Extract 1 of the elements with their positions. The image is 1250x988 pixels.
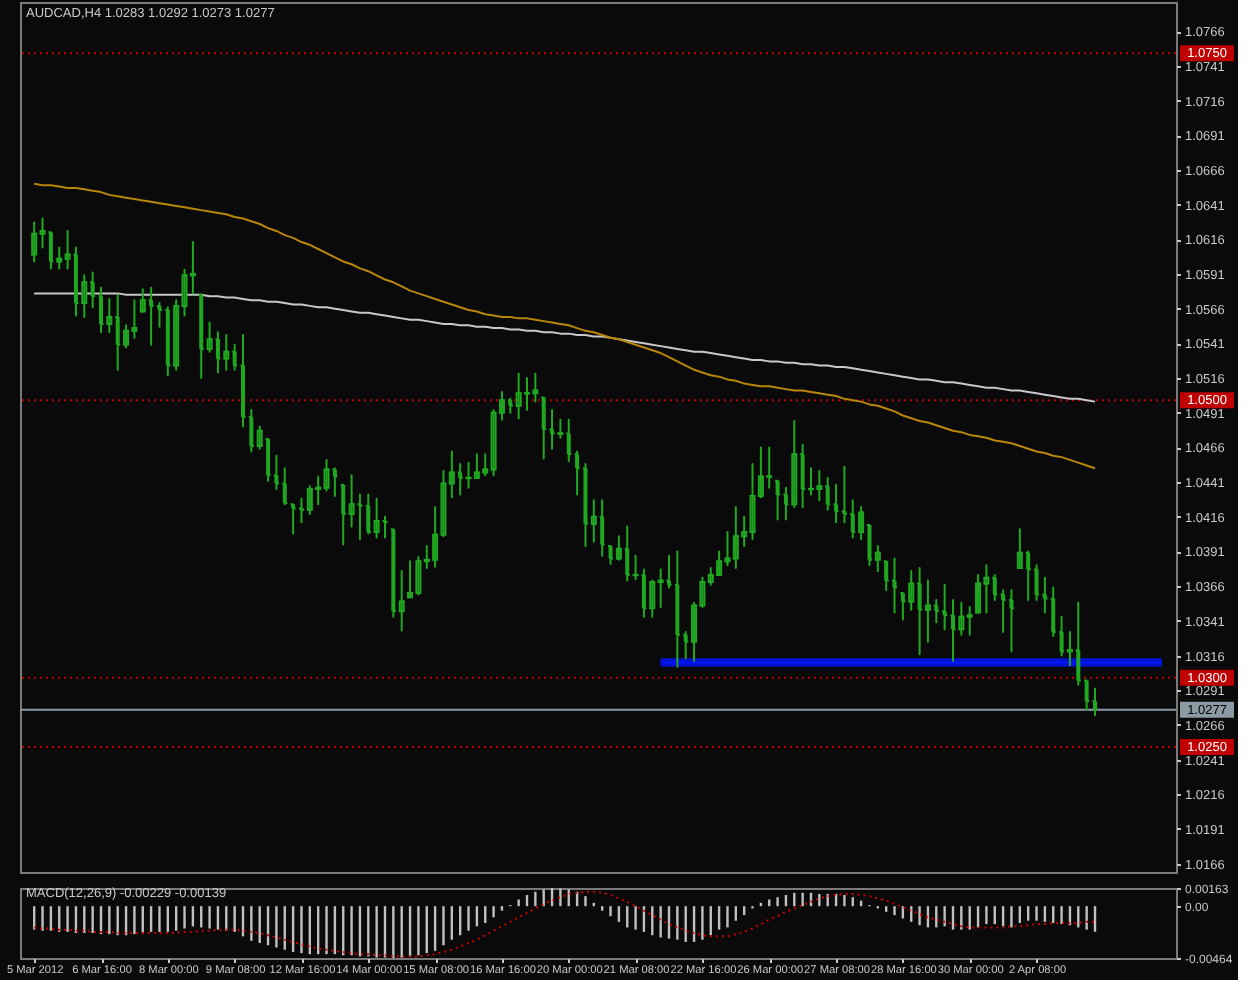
line-series <box>33 182 1096 470</box>
